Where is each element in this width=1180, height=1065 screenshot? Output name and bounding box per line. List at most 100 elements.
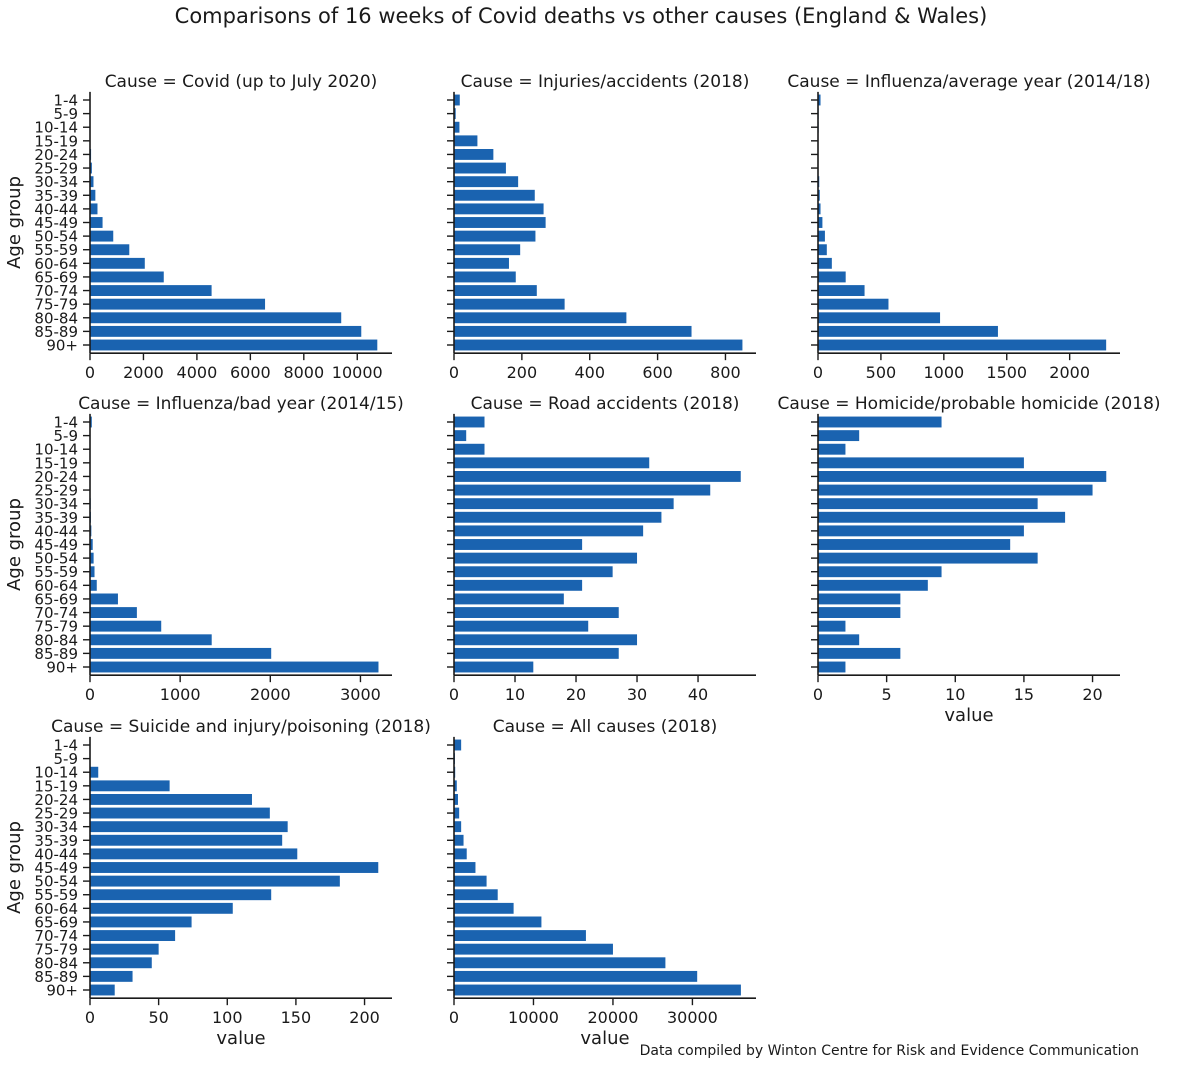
bar-60-64 bbox=[818, 579, 928, 591]
y-tick-label: 75-79 bbox=[34, 618, 78, 636]
bar-55-59 bbox=[90, 566, 95, 578]
bar-60-64 bbox=[818, 257, 832, 269]
x-tick-label: 3000 bbox=[340, 685, 381, 704]
bar-20-24 bbox=[454, 471, 741, 482]
x-tick-label: 30 bbox=[627, 685, 647, 704]
bar-90+ bbox=[818, 661, 846, 673]
y-tick-label: 10-14 bbox=[34, 764, 78, 782]
y-tick-label: 55-59 bbox=[34, 241, 78, 259]
bar-30-34 bbox=[818, 498, 1038, 510]
bar-20-24 bbox=[90, 794, 252, 805]
y-tick-label: 75-79 bbox=[34, 296, 78, 314]
panel-2: 0 200 400 600 800 Cause = Injuries/accidents … bbox=[447, 72, 756, 382]
bar-60-64 bbox=[454, 257, 509, 269]
y-tick-label: 70-74 bbox=[34, 927, 78, 945]
bar-85-89 bbox=[454, 325, 692, 337]
y-tick-label: 30-34 bbox=[34, 173, 78, 191]
bar-35-39 bbox=[90, 834, 283, 846]
x-tick-label: 0 bbox=[85, 1008, 95, 1027]
panel-title: Cause = Homicide/probable homicide (2018… bbox=[777, 394, 1160, 414]
bar-80-84 bbox=[454, 312, 627, 324]
x-tick-label: 4000 bbox=[177, 363, 218, 382]
bar-35-39 bbox=[818, 189, 820, 201]
bar-85-89 bbox=[90, 970, 133, 982]
y-tick-label: 80-84 bbox=[34, 631, 78, 649]
bar-80-84 bbox=[454, 634, 638, 646]
bar-55-59 bbox=[454, 889, 498, 901]
y-tick-label: 55-59 bbox=[34, 563, 78, 581]
bar-85-89 bbox=[454, 647, 619, 659]
y-tick-label: 40-44 bbox=[34, 200, 78, 218]
panel-title: Cause = Injuries/accidents (2018) bbox=[461, 72, 750, 92]
bar-60-64 bbox=[454, 579, 583, 591]
y-tick-label: 1-4 bbox=[54, 92, 79, 110]
y-tick-label: 5-9 bbox=[54, 427, 79, 445]
y-tick-label: 90+ bbox=[46, 982, 78, 1000]
x-tick-label: 0 bbox=[85, 685, 95, 704]
bar-5-9 bbox=[454, 108, 456, 120]
y-tick-label: 5-9 bbox=[54, 750, 79, 768]
bar-40-44 bbox=[454, 203, 544, 215]
bar-10-14 bbox=[454, 121, 460, 133]
bar-1-4 bbox=[90, 416, 92, 428]
x-tick-label: 600 bbox=[642, 363, 673, 382]
bar-75-79 bbox=[818, 620, 846, 632]
y-tick-label: 40-44 bbox=[34, 845, 78, 863]
bar-65-69 bbox=[454, 271, 516, 283]
y-tick-label: 90+ bbox=[46, 659, 78, 677]
y-tick-label: 70-74 bbox=[34, 282, 78, 300]
panel-title: Cause = All causes (2018) bbox=[493, 717, 718, 737]
bar-70-74 bbox=[454, 607, 619, 618]
bar-10-14 bbox=[90, 766, 99, 778]
x-tick-label: 200 bbox=[349, 1008, 380, 1027]
y-tick-label: 85-89 bbox=[34, 323, 78, 341]
y-tick-label: 35-39 bbox=[34, 187, 78, 205]
y-tick-label: 50-54 bbox=[34, 873, 78, 891]
bar-75-79 bbox=[454, 620, 589, 632]
bar-80-84 bbox=[90, 634, 212, 646]
y-tick-label: 45-49 bbox=[34, 214, 78, 232]
y-tick-label: 40-44 bbox=[34, 522, 78, 540]
x-tick-label: 6000 bbox=[230, 363, 271, 382]
x-tick-label: 200 bbox=[507, 363, 538, 382]
bar-35-39 bbox=[454, 511, 662, 523]
y-tick-label: 25-29 bbox=[34, 482, 78, 500]
bar-25-29 bbox=[90, 162, 92, 174]
bar-80-84 bbox=[90, 957, 152, 969]
bar-65-69 bbox=[90, 593, 118, 605]
bar-45-49 bbox=[454, 862, 476, 873]
bar-50-54 bbox=[454, 552, 638, 564]
bar-50-54 bbox=[90, 552, 94, 564]
bar-75-79 bbox=[90, 943, 159, 955]
panel-title: Cause = Influenza/average year (2014/18) bbox=[787, 72, 1150, 92]
y-tick-label: 60-64 bbox=[34, 900, 78, 918]
x-tick-label: 10000 bbox=[508, 1008, 559, 1027]
panel-3: 0 500 1000 1500 2000 Cause = Influenza/averag… bbox=[787, 72, 1150, 382]
bar-70-74 bbox=[818, 285, 865, 296]
bar-30-34 bbox=[454, 498, 674, 510]
y-tick-label: 75-79 bbox=[34, 941, 78, 959]
bar-80-84 bbox=[818, 312, 941, 324]
bar-60-64 bbox=[90, 902, 233, 914]
bar-10-14 bbox=[818, 443, 846, 455]
bar-40-44 bbox=[454, 525, 644, 537]
chart-panels: 1-45-910-1415-1920-2425-2930-3435-3940-4… bbox=[4, 72, 1161, 1049]
bar-30-34 bbox=[90, 176, 94, 188]
bar-45-49 bbox=[818, 217, 823, 228]
bar-20-24 bbox=[454, 794, 458, 805]
y-tick-label: 35-39 bbox=[34, 509, 78, 527]
bar-55-59 bbox=[90, 889, 272, 901]
y-tick-label: 50-54 bbox=[34, 228, 78, 246]
x-axis-label: value bbox=[216, 1028, 265, 1049]
bar-15-19 bbox=[454, 457, 650, 469]
bar-45-49 bbox=[90, 539, 93, 550]
bar-5-9 bbox=[818, 430, 860, 442]
bar-50-54 bbox=[818, 230, 825, 242]
y-tick-label: 45-49 bbox=[34, 859, 78, 877]
bar-55-59 bbox=[454, 244, 521, 256]
bar-50-54 bbox=[818, 552, 1038, 564]
y-tick-label: 25-29 bbox=[34, 160, 78, 178]
bar-45-49 bbox=[454, 539, 583, 550]
bar-75-79 bbox=[90, 298, 266, 310]
bar-1-4 bbox=[454, 416, 485, 428]
